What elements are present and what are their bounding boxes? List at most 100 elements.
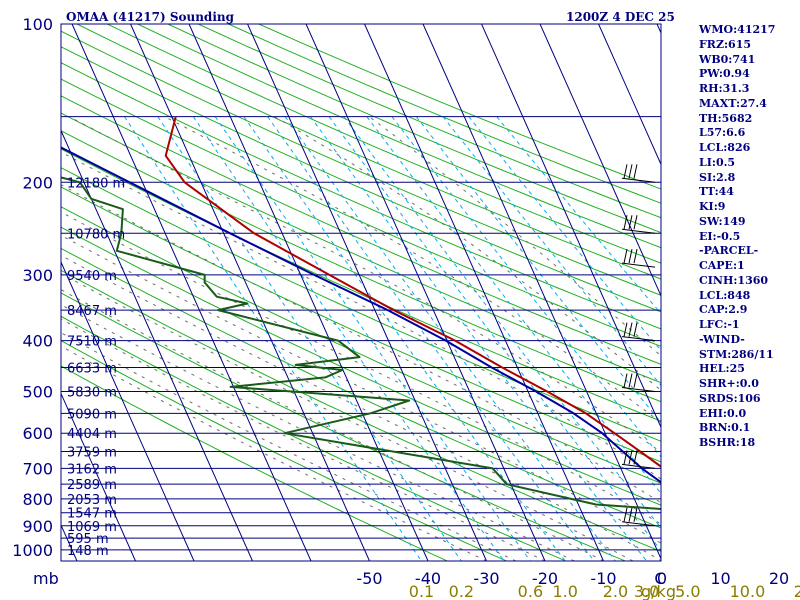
temperature-tick: -10 [590, 569, 616, 588]
dry-adiabat-line [107, 24, 661, 264]
height-labels: 12180 m 10780 m 9540 m 8467 m 7510 m 6633 m 58… [67, 176, 125, 559]
wind-barbs [621, 164, 656, 527]
sounding-indices: WMO:41217 FRZ:615 WB0:741 PW:0.94 RH:31.3 MAX… [699, 23, 775, 451]
sounding-index: -WIND- [699, 332, 745, 346]
sounding-index: TT:44 [699, 185, 734, 199]
sounding-index: CAP:2.9 [699, 303, 748, 317]
sounding-index: TH:5682 [699, 111, 753, 125]
mixing-ratio-tick: 0.2 [449, 582, 474, 600]
wind-barb [621, 215, 656, 234]
dry-adiabat-line [61, 247, 661, 529]
dry-adiabat-line [61, 340, 507, 561]
dry-adiabat-line [61, 315, 566, 561]
pressure-tick: 300 [22, 266, 53, 285]
sounding-index: LCL:826 [699, 141, 751, 154]
sounding-index: PW:0.94 [699, 67, 750, 81]
isotherm-line [598, 24, 661, 166]
height-label: 1547 m [67, 507, 117, 522]
sounding-index: STM:286/11 [699, 347, 774, 361]
sounding-index: LFC:-1 [699, 318, 740, 331]
isobars [61, 24, 661, 561]
pressure-tick: 500 [22, 383, 53, 402]
isotherm-line [188, 24, 429, 561]
dry-adiabat-line [61, 167, 661, 442]
parcel-trace: Parcel [61, 146, 661, 484]
height-label: 2053 m [67, 493, 117, 508]
temperature-tick: -30 [473, 569, 499, 588]
mixing-ratio-tick: 20.0 [794, 582, 800, 600]
height-label: 3759 m [67, 445, 117, 460]
height-label: 7510 m [67, 335, 117, 350]
isotherm-line [481, 24, 661, 429]
temperature-tick: 10 [710, 569, 730, 588]
sounding-index: SRDS:106 [699, 391, 761, 405]
isotherm-line [61, 260, 195, 561]
sounding-index: FRZ:615 [699, 37, 752, 51]
pressure-tick-labels: 100 200 300 400 500 600 700 800 900 1000 [12, 15, 53, 560]
pressure-tick: 900 [22, 517, 53, 536]
dry-adiabat-line [61, 78, 661, 347]
dry-adiabat-line [61, 226, 661, 506]
height-label: 148 m [67, 544, 109, 559]
wind-barb [621, 373, 656, 393]
height-label: 9540 m [67, 269, 117, 284]
isotherm-line [247, 24, 487, 561]
sounding-index: KI:9 [699, 200, 726, 213]
pressure-tick: 600 [22, 424, 53, 443]
temperature-tick: -40 [415, 569, 441, 588]
temperature-tick-labels: -50-40-30-20-10010203040C [356, 569, 789, 588]
wind-barb [621, 507, 656, 527]
mixing-ratio-unit-label: g/kg [641, 582, 676, 600]
sounding-index: CAPE:1 [699, 259, 745, 272]
dry-adiabat-line [61, 186, 661, 463]
isotherm-line [61, 129, 253, 561]
mixing-ratio-tick: 1.0 [552, 582, 577, 600]
sounding-index: SHR+:0.0 [699, 377, 759, 390]
dry-adiabat-line [61, 112, 661, 384]
station-title: OMAA (41217) Sounding [66, 10, 235, 24]
dry-adiabat-line [61, 365, 448, 561]
dry-adiabat-line [61, 46, 661, 313]
temperature-tick: -20 [532, 569, 558, 588]
temperature-unit-label: C [654, 569, 665, 588]
isotherms [0, 24, 800, 561]
sounding-index: BSHR:18 [699, 436, 756, 449]
sounding-index: LI:0.5 [699, 155, 736, 169]
sounding-index: -PARCEL- [699, 244, 759, 258]
wind-barb [621, 249, 656, 268]
pressure-tick: 800 [22, 490, 53, 509]
sounding-index: RH:31.3 [699, 82, 750, 95]
sounding-traces: TemperatureDewpointParcel [61, 116, 661, 510]
dry-adiabat-line [61, 62, 661, 330]
dry-adiabat-line [61, 206, 661, 484]
height-label: 4404 m [67, 427, 117, 442]
height-label: 595 m [67, 532, 109, 547]
isotherm-line [305, 24, 546, 561]
sounding-index: L57:6.6 [699, 126, 746, 140]
sounding-index: WMO:41217 [699, 23, 776, 36]
sounding-index: WB0:741 [699, 52, 756, 66]
dry-adiabat-line [61, 30, 661, 296]
mixing-ratio-tick: 2.0 [603, 582, 628, 600]
sounding-index: LCL:848 [699, 288, 751, 302]
isotherm-line [130, 24, 370, 561]
sounding-index: MAXT:27.4 [699, 96, 767, 110]
pressure-tick: 200 [22, 173, 53, 192]
height-label: 1069 m [67, 520, 117, 535]
isotherm-line [0, 24, 19, 561]
sounding-index: EI:-0.5 [699, 229, 741, 243]
isotherm-line [61, 392, 136, 561]
temperature-tick: 20 [769, 569, 789, 588]
isotherm-line [774, 24, 800, 561]
pressure-tick: 1000 [12, 541, 53, 560]
height-label: 2589 m [67, 478, 117, 493]
pressure-unit-label: mb [33, 569, 59, 588]
dry-adiabat-line [61, 292, 626, 561]
dry-adiabat-line [61, 95, 661, 365]
mixing-ratio-tick: 0.1 [409, 582, 434, 600]
sounding-index: BRN:0.1 [699, 421, 751, 435]
temperature-trace: Temperature [164, 116, 661, 468]
isotherm-line [422, 24, 661, 560]
dry-adiabat-line [76, 24, 661, 280]
